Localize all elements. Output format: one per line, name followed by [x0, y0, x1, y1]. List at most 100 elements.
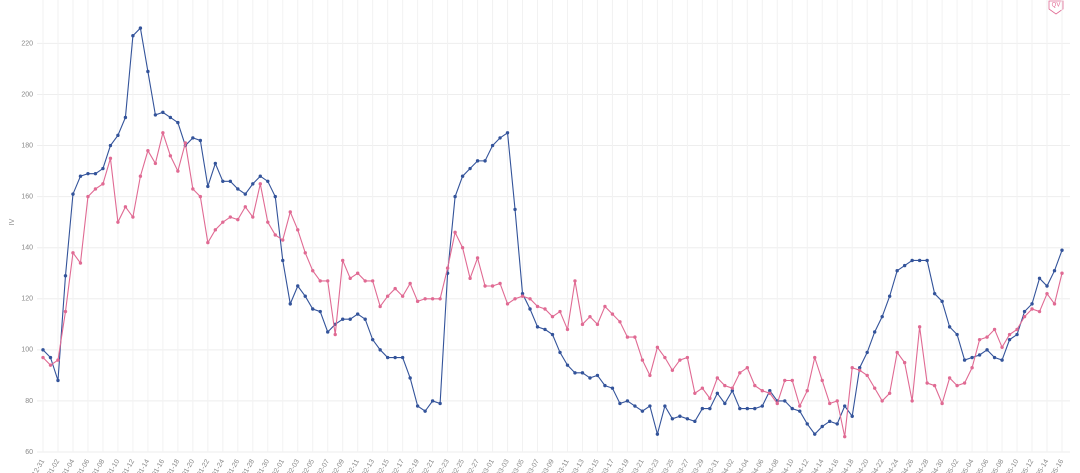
point	[648, 373, 652, 378]
point	[865, 373, 869, 378]
point	[475, 159, 480, 163]
x-tick-label: 03-19	[616, 458, 631, 473]
point	[108, 156, 113, 161]
point	[490, 284, 495, 288]
point	[243, 192, 248, 196]
x-tick-label: 01-14	[136, 458, 151, 473]
point	[798, 409, 802, 413]
point	[258, 182, 262, 186]
point	[925, 258, 929, 263]
x-tick-label: 04-14	[811, 458, 826, 473]
point	[1030, 307, 1034, 311]
point	[41, 355, 45, 360]
point	[460, 246, 465, 250]
x-tick-label: 04-20	[856, 458, 871, 473]
point	[56, 378, 60, 383]
point	[828, 419, 832, 424]
point	[865, 350, 869, 355]
x-tick-label: 05-14	[1035, 458, 1050, 473]
point	[483, 159, 487, 163]
point	[1045, 284, 1049, 288]
x-tick-label: 03-31	[706, 458, 721, 473]
point	[857, 366, 862, 370]
point	[955, 332, 959, 337]
point	[161, 131, 165, 135]
point	[341, 258, 345, 263]
point	[213, 161, 218, 166]
point	[281, 238, 285, 242]
point	[281, 258, 285, 263]
x-tick-label: 02-03	[286, 458, 301, 473]
point	[513, 207, 517, 212]
point	[730, 386, 735, 390]
x-tick-label: 04-24	[885, 458, 900, 473]
point	[1022, 314, 1027, 319]
point	[303, 294, 307, 298]
x-tick-label: 03-21	[631, 458, 646, 473]
point	[640, 358, 645, 362]
point	[543, 327, 547, 332]
point	[955, 383, 959, 388]
point	[790, 406, 794, 411]
point	[610, 386, 615, 390]
point	[168, 115, 173, 120]
point	[887, 391, 892, 395]
point	[580, 371, 585, 375]
x-tick-label: 04-22	[870, 458, 885, 473]
point	[520, 291, 525, 296]
point	[895, 268, 899, 273]
point	[206, 240, 210, 245]
point	[318, 309, 322, 314]
point	[625, 335, 630, 339]
x-tick-label: 04-18	[841, 458, 856, 473]
point	[805, 389, 809, 393]
x-tick-label: 04-30	[930, 458, 945, 473]
x-tick-label: 04-26	[900, 458, 915, 473]
point	[618, 401, 622, 406]
point	[355, 271, 360, 275]
point	[415, 299, 420, 304]
x-tick-label: 05-04	[960, 458, 975, 473]
point	[101, 166, 105, 171]
point	[663, 404, 667, 408]
point	[805, 422, 809, 426]
x-tick-label: 04-10	[781, 458, 796, 473]
point	[266, 179, 270, 184]
point	[610, 312, 615, 316]
point	[393, 286, 397, 291]
x-tick-label: 03-05	[511, 458, 526, 473]
x-tick-label: 01-18	[166, 458, 181, 473]
x-tick-label: 01-24	[211, 458, 226, 473]
point	[700, 386, 705, 390]
x-tick-label: 02-23	[436, 458, 451, 473]
point	[925, 381, 929, 385]
x-tick-label: 02-07	[316, 458, 331, 473]
point	[872, 386, 877, 390]
point	[588, 314, 592, 319]
point	[311, 307, 315, 311]
x-tick-label: 01-20	[181, 458, 196, 473]
point	[498, 136, 502, 140]
point	[595, 322, 600, 327]
point	[917, 325, 922, 329]
point	[258, 174, 262, 178]
logo: QV	[1052, 3, 1061, 9]
x-tick-label: 02-17	[391, 458, 406, 473]
point	[753, 383, 757, 388]
y-tick-label: 220	[21, 40, 33, 47]
point	[48, 355, 53, 360]
point	[753, 406, 757, 411]
point	[333, 332, 337, 337]
x-tick-label: 01-28	[241, 458, 256, 473]
point	[483, 284, 487, 288]
point	[505, 302, 510, 306]
point	[715, 376, 720, 380]
point	[408, 281, 412, 286]
point	[887, 294, 892, 298]
point	[932, 291, 937, 296]
x-tick-label: 01-12	[121, 458, 136, 473]
y-tick-label: 60	[25, 449, 33, 456]
point	[655, 345, 660, 349]
x-tick-label: 04-06	[751, 458, 766, 473]
